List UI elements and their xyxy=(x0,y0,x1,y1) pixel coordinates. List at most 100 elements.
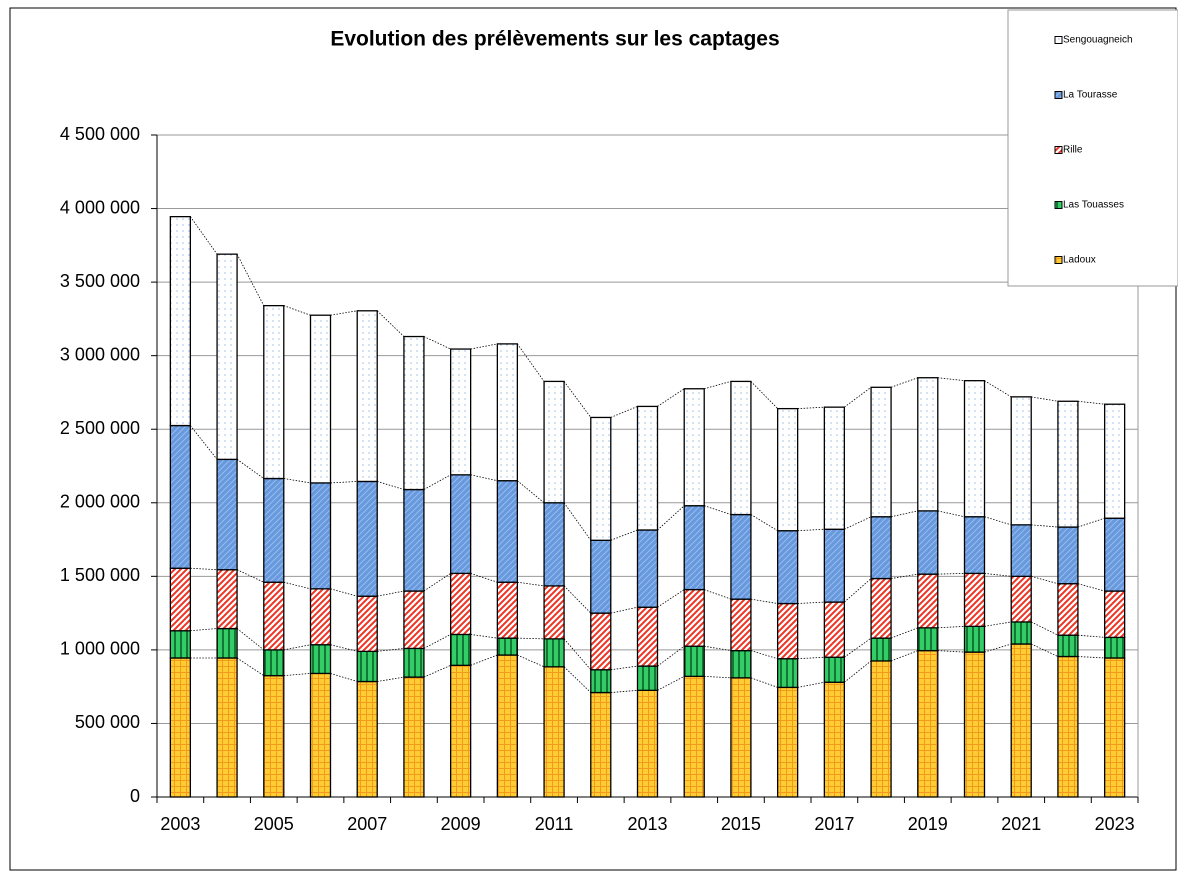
series-connector xyxy=(1077,400,1105,405)
bar xyxy=(543,502,565,587)
bar xyxy=(169,630,192,659)
bar xyxy=(1057,634,1079,658)
y-tick-label: 4 500 000 xyxy=(60,124,140,144)
series-connector xyxy=(423,474,451,490)
series-connector xyxy=(190,628,218,632)
bar xyxy=(917,627,939,652)
bar xyxy=(636,606,659,667)
series-connector xyxy=(937,572,965,575)
bar xyxy=(917,377,939,512)
bar xyxy=(169,657,192,798)
bar xyxy=(1010,396,1032,526)
bar xyxy=(776,407,799,532)
bar xyxy=(730,513,752,600)
legend-label: La Tourasse xyxy=(1063,90,1118,101)
bar xyxy=(263,674,285,798)
series-connector xyxy=(190,425,218,460)
bar xyxy=(356,480,378,597)
bar xyxy=(496,654,519,798)
bar xyxy=(730,677,752,798)
series-connector xyxy=(984,572,1012,577)
bar xyxy=(496,343,519,482)
series-connector xyxy=(563,638,592,671)
bar xyxy=(403,590,425,650)
bar xyxy=(496,581,519,639)
series-connector xyxy=(610,689,638,693)
bar xyxy=(917,510,939,575)
bar xyxy=(309,482,332,590)
y-tick-label: 0 xyxy=(130,786,140,806)
bar xyxy=(1103,403,1126,519)
bar xyxy=(449,572,472,636)
bar xyxy=(776,658,799,689)
series-connector xyxy=(844,660,872,683)
bar xyxy=(216,253,238,461)
bar xyxy=(263,304,285,480)
legend-label: Ladoux xyxy=(1063,255,1096,266)
series-connector xyxy=(563,381,592,418)
bar xyxy=(870,516,892,580)
series-connector xyxy=(937,650,965,653)
bar xyxy=(496,637,519,656)
bar xyxy=(309,672,332,798)
bar xyxy=(823,528,846,603)
bar xyxy=(1010,621,1032,645)
bar xyxy=(870,386,892,518)
series-connector xyxy=(657,645,685,667)
bar xyxy=(356,650,378,683)
bar xyxy=(263,649,285,677)
bar xyxy=(403,488,425,592)
bar xyxy=(216,657,238,798)
y-tick-label: 4 000 000 xyxy=(60,197,140,217)
bar xyxy=(590,416,612,541)
series-connector xyxy=(517,637,545,640)
x-tick-label: 2005 xyxy=(254,814,294,834)
bar xyxy=(403,647,425,678)
bar xyxy=(590,539,612,614)
y-tick-label: 1 000 000 xyxy=(60,639,140,659)
series-connector xyxy=(844,637,872,658)
bar xyxy=(356,680,378,798)
bar xyxy=(730,649,752,679)
x-tick-label: 2013 xyxy=(627,814,667,834)
series-connector xyxy=(704,675,731,679)
bar xyxy=(823,681,846,798)
bar xyxy=(169,215,192,427)
bar xyxy=(1057,400,1079,528)
bar xyxy=(216,627,238,659)
x-tick-label: 2003 xyxy=(160,814,200,834)
series-connector xyxy=(657,505,685,531)
series-connector xyxy=(563,666,592,693)
legend-swatch xyxy=(1054,146,1063,154)
y-tick-label: 2 000 000 xyxy=(60,492,140,512)
bar xyxy=(496,480,519,583)
bar xyxy=(1010,643,1032,798)
y-tick-label: 1 500 000 xyxy=(60,565,140,585)
x-tick-label: 2021 xyxy=(1001,814,1041,834)
y-tick-label: 500 000 xyxy=(75,712,140,732)
bar xyxy=(309,314,332,484)
bar xyxy=(636,665,659,691)
bar xyxy=(169,424,192,569)
series-connector xyxy=(236,657,265,676)
bar xyxy=(543,585,565,640)
bar xyxy=(263,477,285,583)
bar xyxy=(636,689,659,798)
series-connector xyxy=(377,648,404,652)
bar xyxy=(403,335,425,491)
series-connector xyxy=(797,656,825,660)
series-connector xyxy=(1031,621,1059,636)
x-tick-label: 2007 xyxy=(347,814,387,834)
series-connector xyxy=(610,406,638,418)
series-connector xyxy=(1077,634,1105,638)
series-connector xyxy=(283,673,311,677)
series-connector xyxy=(984,380,1012,398)
x-tick-label: 2023 xyxy=(1095,814,1135,834)
legend-label: Las Touasses xyxy=(1063,200,1124,211)
bar xyxy=(309,588,332,646)
bar xyxy=(449,664,472,798)
bar xyxy=(543,380,565,504)
bar xyxy=(1010,524,1032,577)
bar xyxy=(963,651,986,798)
